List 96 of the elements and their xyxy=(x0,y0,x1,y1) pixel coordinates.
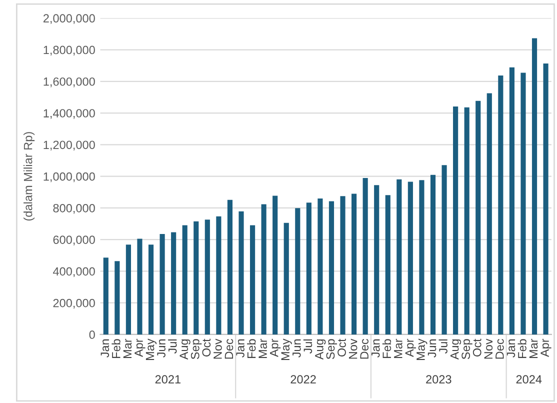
bar xyxy=(216,216,222,334)
text: 2022 xyxy=(290,375,316,384)
bar xyxy=(352,194,357,334)
x-tick-label: Jan xyxy=(372,339,380,358)
bar xyxy=(261,204,266,334)
bar xyxy=(306,202,312,334)
bar xyxy=(227,200,233,334)
x-tick-label: Aug xyxy=(180,339,190,360)
x-tick-label: Nov xyxy=(484,338,493,359)
x-tick-label: Dec xyxy=(224,338,234,359)
bar xyxy=(498,76,504,334)
bar xyxy=(385,195,390,334)
x-tick-label: Nov xyxy=(348,338,358,359)
x-tick-label: Oct xyxy=(202,338,211,356)
x-tick-label: Sep xyxy=(326,339,337,360)
bar xyxy=(453,106,458,334)
bar xyxy=(532,38,538,334)
bar xyxy=(272,196,278,334)
x-tick-label: May xyxy=(281,338,292,360)
text: 2023 xyxy=(426,375,452,384)
y-tick-label: 800,000 xyxy=(53,204,95,214)
x-tick-label: Apr xyxy=(405,338,416,358)
bar xyxy=(284,222,289,334)
bar xyxy=(419,180,424,334)
x-tick-label: Feb xyxy=(247,339,256,358)
x-tick-label: Mar xyxy=(529,338,538,358)
x-tick-label: Jul xyxy=(303,339,312,354)
x-tick-label: Feb xyxy=(112,339,120,358)
bar xyxy=(295,208,300,334)
x-tick-label: Aug xyxy=(450,339,462,360)
bar xyxy=(238,211,244,334)
bar xyxy=(464,107,470,334)
bar xyxy=(543,64,548,334)
bar xyxy=(328,201,334,334)
bar xyxy=(509,67,514,334)
bar xyxy=(340,196,346,334)
bar xyxy=(204,220,210,334)
x-tick-label: Sep xyxy=(462,339,472,360)
x-tick-label: Mar xyxy=(394,338,402,358)
bar xyxy=(520,72,526,334)
text: 2024 xyxy=(516,375,542,384)
x-tick-label: May xyxy=(416,338,428,360)
x-tick-label: Jan xyxy=(236,339,244,358)
x-tick-label: Feb xyxy=(518,339,526,358)
bar xyxy=(476,100,481,334)
x-tick-label: Aug xyxy=(315,339,326,360)
bar xyxy=(148,244,154,334)
text: 2021 xyxy=(155,375,180,384)
bar xyxy=(171,232,176,334)
x-tick-label: Oct xyxy=(472,338,482,356)
x-tick-label: Jul xyxy=(168,339,177,354)
x-tick-label: Mar xyxy=(258,338,267,358)
y-tick-label: 400,000 xyxy=(53,267,95,278)
y-tick-label: 1,800,000 xyxy=(44,46,95,56)
bar xyxy=(318,198,323,334)
x-tick-label: Oct xyxy=(338,338,346,356)
x-tick-label: Jun xyxy=(292,339,301,358)
y-axis-title: (dalam Miliar Rp) xyxy=(24,132,35,221)
bar xyxy=(396,179,402,334)
bar xyxy=(194,221,199,334)
x-tick-label: Jan xyxy=(100,339,110,358)
y-tick-label: 1,400,000 xyxy=(44,109,95,119)
bar xyxy=(408,182,413,334)
y-tick-label: 1,200,000 xyxy=(44,140,95,150)
x-tick-label: Dec xyxy=(360,338,368,359)
y-tick-label: 600,000 xyxy=(53,236,95,246)
bar xyxy=(103,258,108,334)
y-tick-label: 200,000 xyxy=(53,298,95,309)
x-tick-label: Feb xyxy=(382,339,392,358)
bar xyxy=(182,225,188,334)
x-tick-label: Jan xyxy=(506,339,516,358)
bar xyxy=(250,225,256,334)
bar xyxy=(374,185,380,334)
bar xyxy=(430,174,436,334)
bar xyxy=(126,244,131,334)
x-tick-label: Sep xyxy=(190,339,202,360)
bar xyxy=(137,238,142,334)
x-tick-label: Jul xyxy=(438,339,448,354)
y-tick-label: 0 xyxy=(89,330,95,339)
x-tick-label: May xyxy=(146,338,157,360)
x-tick-label: Jun xyxy=(428,339,436,358)
x-tick-label: Nov xyxy=(214,338,222,359)
x-tick-label: Jun xyxy=(157,339,166,358)
x-tick-label: Dec xyxy=(496,338,504,359)
y-tick-label: 1,000,000 xyxy=(44,172,95,182)
bar xyxy=(114,261,120,334)
bar xyxy=(442,165,447,334)
bar xyxy=(486,93,492,334)
y-tick-label: 2,000,000 xyxy=(43,14,95,24)
x-tick-label: Apr xyxy=(270,338,281,358)
bar xyxy=(362,178,368,334)
x-tick-label: Apr xyxy=(134,338,146,358)
x-tick-label: Apr xyxy=(540,338,552,358)
y-tick-label: 1,600,000 xyxy=(44,77,95,88)
x-tick-label: Mar xyxy=(123,338,132,358)
bar xyxy=(160,234,165,334)
